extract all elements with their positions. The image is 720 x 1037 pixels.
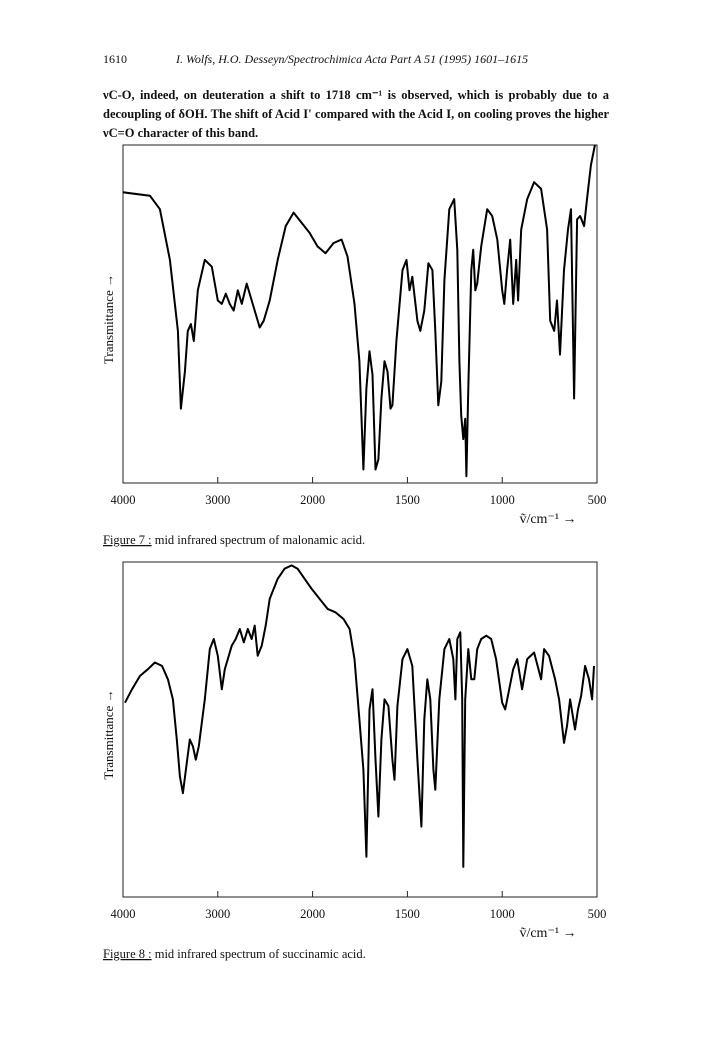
x-tick-label: 1000 [490,493,515,507]
body-paragraph: νC-O, indeed, on deuteration a shift to … [103,88,609,140]
x-tick-label: 500 [588,907,607,921]
figure-caption: Figure 8 : mid infrared spectrum of succ… [103,947,366,961]
caption-text: mid infrared spectrum of succinamic acid… [152,947,366,961]
plot-frame [122,144,598,484]
caption-label: Figure 8 : [103,947,152,961]
x-tick-label: 1000 [490,907,515,921]
x-tick-label: 1500 [395,493,420,507]
x-tick-label: 4000 [111,907,136,921]
x-tick-label: 2000 [300,493,325,507]
x-tick-label: 3000 [205,493,230,507]
caption-label: Figure 7 : [103,533,152,547]
y-axis-label: Transmittance → [101,274,116,364]
caption-text: mid infrared spectrum of malonamic acid. [152,533,365,547]
spectrum-line [124,564,595,868]
x-tick-label: 4000 [111,493,136,507]
running-title: I. Wolfs, H.O. Desseyn/Spectrochimica Ac… [175,52,528,66]
spectrum-line [122,144,596,478]
x-tick-label: 2000 [300,907,325,921]
page-number: 1610 [103,52,127,66]
figure-caption: Figure 7 : mid infrared spectrum of malo… [103,533,365,547]
x-axis-label: ṽ/cm⁻¹ → [519,926,576,941]
x-axis-label: ṽ/cm⁻¹ → [519,512,576,527]
x-tick-label: 500 [588,493,607,507]
x-tick-label: 3000 [205,907,230,921]
y-axis-label: Transmittance → [101,689,116,779]
plot-frame [122,561,598,898]
x-tick-label: 1500 [395,907,420,921]
